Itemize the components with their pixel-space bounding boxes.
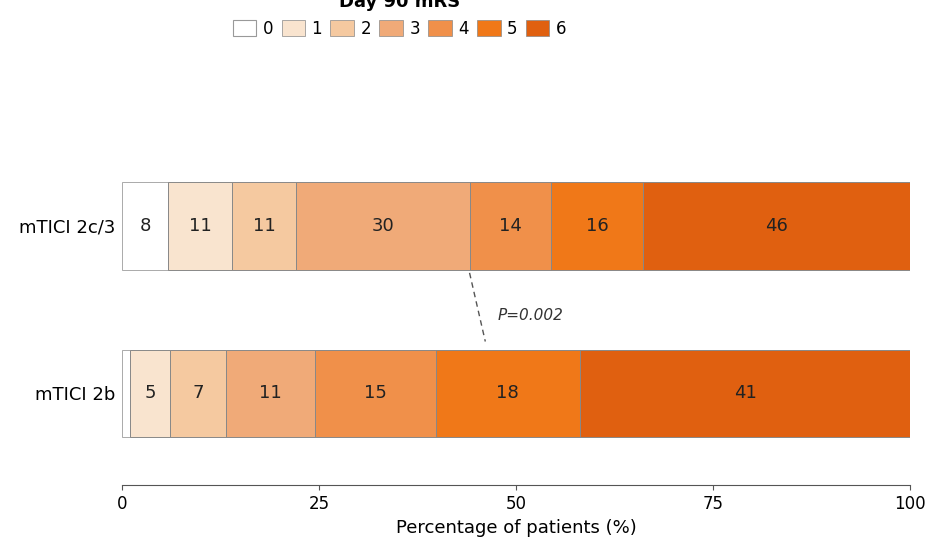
Bar xyxy=(170,350,226,437)
Bar xyxy=(551,182,643,270)
Text: 7: 7 xyxy=(192,384,204,402)
Text: 5: 5 xyxy=(144,384,156,402)
X-axis label: Percentage of patients (%): Percentage of patients (%) xyxy=(396,519,636,537)
Text: 11: 11 xyxy=(259,384,282,402)
Text: P=0.002: P=0.002 xyxy=(497,308,563,323)
Text: 18: 18 xyxy=(496,384,520,402)
Text: 16: 16 xyxy=(585,217,609,235)
Text: 8: 8 xyxy=(140,217,151,235)
Text: 14: 14 xyxy=(499,217,522,235)
Text: 15: 15 xyxy=(364,384,386,402)
Bar xyxy=(295,182,470,270)
Bar xyxy=(435,350,581,437)
Bar xyxy=(470,182,551,270)
Text: 30: 30 xyxy=(371,217,394,235)
Bar xyxy=(122,182,168,270)
Bar xyxy=(643,182,910,270)
Bar xyxy=(226,350,315,437)
Bar xyxy=(232,182,295,270)
Bar xyxy=(122,350,130,437)
Bar xyxy=(581,350,910,437)
Text: 11: 11 xyxy=(252,217,275,235)
Bar xyxy=(315,350,435,437)
Bar xyxy=(168,182,232,270)
Bar xyxy=(130,350,170,437)
Legend: 0, 1, 2, 3, 4, 5, 6: 0, 1, 2, 3, 4, 5, 6 xyxy=(233,0,567,37)
Text: 11: 11 xyxy=(189,217,212,235)
Text: 46: 46 xyxy=(765,217,788,235)
Text: 41: 41 xyxy=(734,384,756,402)
